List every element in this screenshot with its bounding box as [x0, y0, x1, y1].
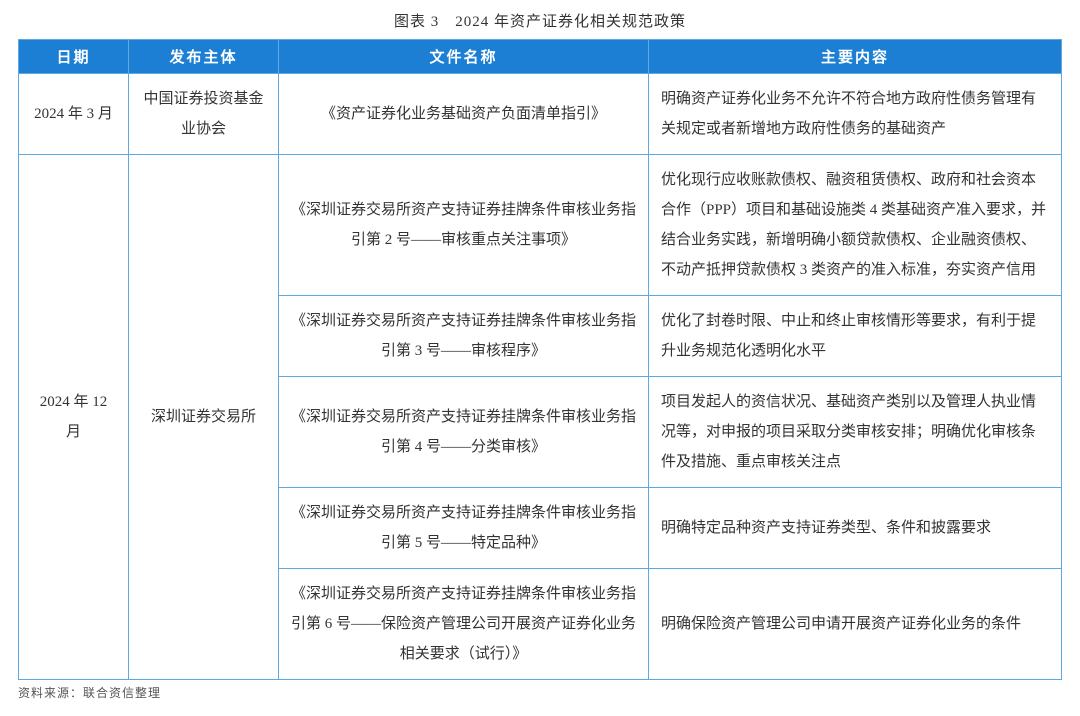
- th-content: 主要内容: [649, 40, 1062, 74]
- cell-content: 项目发起人的资信状况、基础资产类别以及管理人执业情况等，对申报的项目采取分类审核…: [649, 377, 1062, 488]
- figure-title: 图表 3 2024 年资产证券化相关规范政策: [18, 10, 1062, 31]
- th-doc: 文件名称: [279, 40, 649, 74]
- cell-content: 优化了封卷时限、中止和终止审核情形等要求，有利于提升业务规范化透明化水平: [649, 296, 1062, 377]
- cell-document: 《深圳证券交易所资产支持证券挂牌条件审核业务指引第 5 号——特定品种》: [279, 488, 649, 569]
- th-issuer: 发布主体: [129, 40, 279, 74]
- source-note: 资料来源：联合资信整理: [18, 684, 1062, 701]
- cell-document: 《深圳证券交易所资产支持证券挂牌条件审核业务指引第 3 号——审核程序》: [279, 296, 649, 377]
- th-date: 日期: [19, 40, 129, 74]
- cell-document: 《深圳证券交易所资产支持证券挂牌条件审核业务指引第 6 号——保险资产管理公司开…: [279, 569, 649, 680]
- cell-content: 明确保险资产管理公司申请开展资产证券化业务的条件: [649, 569, 1062, 680]
- cell-issuer: 深圳证券交易所: [129, 155, 279, 680]
- cell-content: 明确资产证券化业务不允许不符合地方政府性债务管理有关规定或者新增地方政府性债务的…: [649, 74, 1062, 155]
- table-row: 2024 年 3 月 中国证券投资基金业协会 《资产证券化业务基础资产负面清单指…: [19, 74, 1062, 155]
- table-header-row: 日期 发布主体 文件名称 主要内容: [19, 40, 1062, 74]
- cell-document: 《深圳证券交易所资产支持证券挂牌条件审核业务指引第 4 号——分类审核》: [279, 377, 649, 488]
- cell-date: 2024 年 12 月: [19, 155, 129, 680]
- cell-issuer: 中国证券投资基金业协会: [129, 74, 279, 155]
- cell-content: 明确特定品种资产支持证券类型、条件和披露要求: [649, 488, 1062, 569]
- cell-document: 《资产证券化业务基础资产负面清单指引》: [279, 74, 649, 155]
- policy-table: 日期 发布主体 文件名称 主要内容 2024 年 3 月 中国证券投资基金业协会…: [18, 39, 1062, 680]
- cell-document: 《深圳证券交易所资产支持证券挂牌条件审核业务指引第 2 号——审核重点关注事项》: [279, 155, 649, 296]
- cell-date: 2024 年 3 月: [19, 74, 129, 155]
- cell-content: 优化现行应收账款债权、融资租赁债权、政府和社会资本合作（PPP）项目和基础设施类…: [649, 155, 1062, 296]
- table-row: 2024 年 12 月 深圳证券交易所 《深圳证券交易所资产支持证券挂牌条件审核…: [19, 155, 1062, 296]
